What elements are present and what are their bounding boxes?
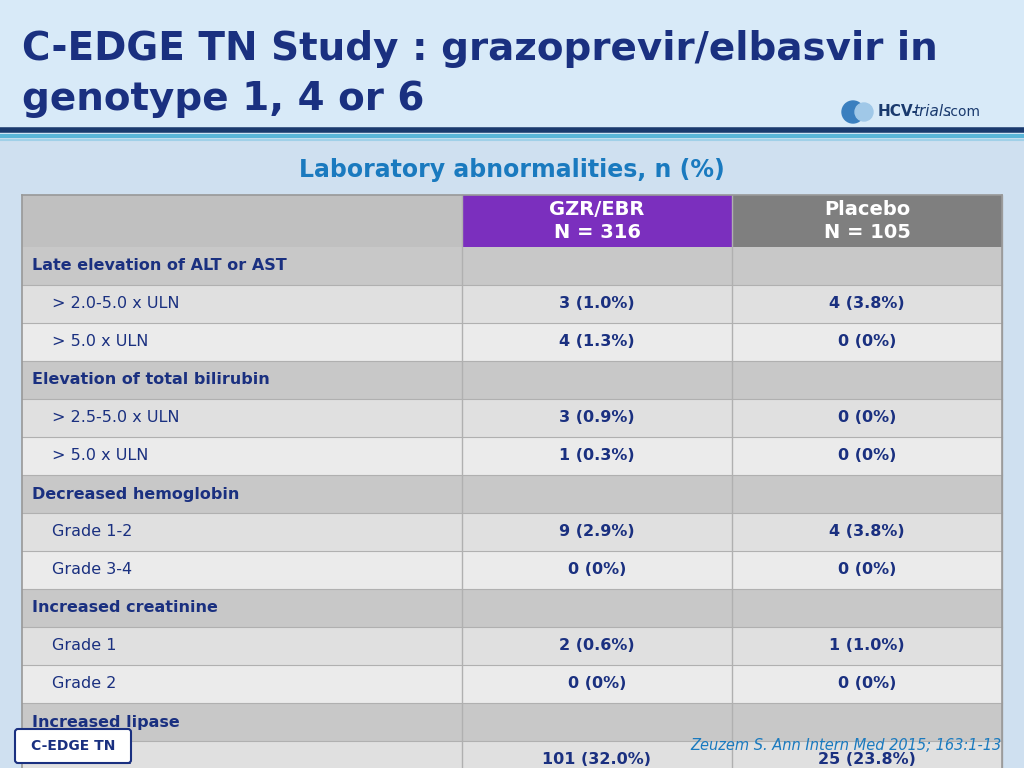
Text: Grade 1: Grade 1 (52, 638, 117, 654)
Text: > 2.0-5.0 x ULN: > 2.0-5.0 x ULN (52, 296, 179, 312)
Bar (22, 247, 1002, 285)
Text: HCV-: HCV- (878, 104, 919, 120)
Text: .com: .com (946, 105, 980, 119)
Text: 25 (23.8%): 25 (23.8%) (818, 753, 915, 767)
Text: Late elevation of ALT or AST: Late elevation of ALT or AST (32, 259, 287, 273)
Text: > 2.5-5.0 x ULN: > 2.5-5.0 x ULN (52, 411, 179, 425)
Circle shape (855, 103, 873, 121)
Text: 0 (0%): 0 (0%) (838, 335, 896, 349)
Text: Grade 1-2: Grade 1-2 (52, 753, 132, 767)
Bar (22, 323, 1002, 361)
Bar (462, 195, 732, 247)
Bar (22, 475, 1002, 513)
Text: Grade 3-4: Grade 3-4 (52, 562, 132, 578)
Bar (22, 589, 1002, 627)
Text: Grade 2: Grade 2 (52, 677, 117, 691)
Text: Grade 1-2: Grade 1-2 (52, 525, 132, 539)
Text: 3 (1.0%): 3 (1.0%) (559, 296, 635, 312)
Bar (22, 285, 1002, 323)
Bar (22, 195, 462, 247)
FancyBboxPatch shape (15, 729, 131, 763)
Text: Elevation of total bilirubin: Elevation of total bilirubin (32, 372, 269, 388)
Bar (22, 741, 1002, 768)
Bar (22, 361, 1002, 399)
Bar (22, 665, 1002, 703)
Bar (22, 399, 1002, 437)
Text: trials: trials (913, 104, 951, 120)
Text: 0 (0%): 0 (0%) (838, 411, 896, 425)
Text: Laboratory abnormalities, n (%): Laboratory abnormalities, n (%) (299, 158, 725, 182)
Text: 0 (0%): 0 (0%) (838, 562, 896, 578)
Bar (732, 195, 1002, 247)
Text: 0 (0%): 0 (0%) (568, 677, 627, 691)
Text: 1 (1.0%): 1 (1.0%) (829, 638, 905, 654)
Circle shape (842, 101, 864, 123)
Bar (22, 513, 1002, 551)
Text: N = 316: N = 316 (554, 223, 640, 242)
Text: 4 (3.8%): 4 (3.8%) (829, 525, 905, 539)
Bar (0, 0, 1024, 138)
Text: genotype 1, 4 or 6: genotype 1, 4 or 6 (22, 80, 424, 118)
Text: N = 105: N = 105 (823, 223, 910, 242)
Text: Increased lipase: Increased lipase (32, 714, 180, 730)
Text: 4 (1.3%): 4 (1.3%) (559, 335, 635, 349)
Text: 101 (32.0%): 101 (32.0%) (543, 753, 651, 767)
Bar (22, 703, 1002, 741)
Text: 2 (0.6%): 2 (0.6%) (559, 638, 635, 654)
Bar (22, 437, 1002, 475)
Text: > 5.0 x ULN: > 5.0 x ULN (52, 335, 148, 349)
Bar (22, 195, 1002, 768)
Text: 1 (0.3%): 1 (0.3%) (559, 449, 635, 464)
Text: C-EDGE TN Study : grazoprevir/elbasvir in: C-EDGE TN Study : grazoprevir/elbasvir i… (22, 30, 938, 68)
Bar (22, 551, 1002, 589)
Text: Placebo: Placebo (824, 200, 910, 219)
Text: GZR/EBR: GZR/EBR (549, 200, 645, 219)
Text: 0 (0%): 0 (0%) (838, 677, 896, 691)
Text: C-EDGE TN: C-EDGE TN (31, 739, 115, 753)
Text: Zeuzem S. Ann Intern Med 2015; 163:1-13: Zeuzem S. Ann Intern Med 2015; 163:1-13 (691, 739, 1002, 753)
Text: 0 (0%): 0 (0%) (838, 449, 896, 464)
Text: Increased creatinine: Increased creatinine (32, 601, 218, 615)
Bar (22, 627, 1002, 665)
Text: 9 (2.9%): 9 (2.9%) (559, 525, 635, 539)
Text: 4 (3.8%): 4 (3.8%) (829, 296, 905, 312)
Text: Decreased hemoglobin: Decreased hemoglobin (32, 486, 240, 502)
Text: 0 (0%): 0 (0%) (568, 562, 627, 578)
Text: > 5.0 x ULN: > 5.0 x ULN (52, 449, 148, 464)
Text: 3 (0.9%): 3 (0.9%) (559, 411, 635, 425)
